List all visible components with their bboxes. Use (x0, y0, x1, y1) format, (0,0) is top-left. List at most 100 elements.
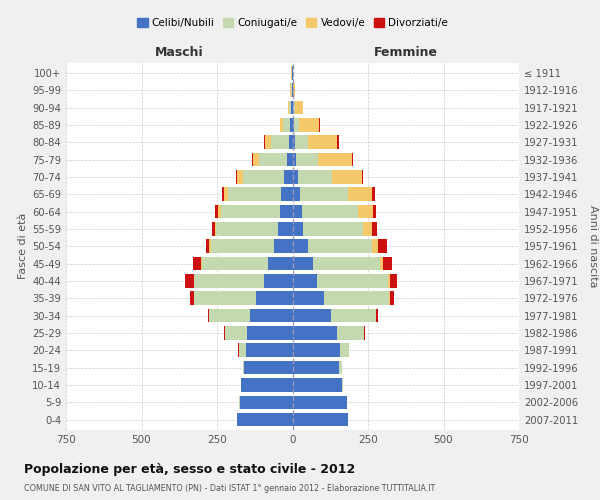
Bar (317, 274, 388, 287)
Y-axis label: Anni di nascita: Anni di nascita (588, 205, 598, 288)
Bar (221, 205, 280, 218)
Bar (299, 118, 319, 132)
Bar (224, 326, 247, 340)
Bar (290, 84, 292, 97)
Bar (293, 222, 304, 235)
Bar (212, 222, 215, 235)
Bar (239, 396, 293, 409)
Bar (291, 101, 293, 114)
Bar (288, 101, 289, 114)
Bar (390, 274, 397, 287)
Bar (236, 170, 237, 183)
Bar (293, 292, 324, 305)
Bar (239, 344, 245, 357)
Bar (372, 222, 377, 235)
Bar (236, 413, 293, 426)
Bar (376, 309, 378, 322)
Bar (253, 153, 259, 166)
Bar (293, 326, 337, 340)
Bar (208, 309, 209, 322)
Bar (292, 84, 293, 97)
Bar (319, 118, 320, 132)
Bar (373, 205, 376, 218)
Bar (295, 101, 303, 114)
Bar (224, 188, 228, 201)
Y-axis label: Fasce di età: Fasce di età (18, 213, 28, 280)
Bar (259, 153, 287, 166)
Bar (364, 326, 365, 340)
Bar (293, 205, 302, 218)
Bar (242, 361, 244, 374)
Bar (241, 378, 293, 392)
Bar (293, 361, 340, 374)
Bar (194, 292, 256, 305)
Bar (206, 240, 209, 253)
Bar (293, 274, 317, 287)
Bar (209, 240, 211, 253)
Bar (298, 170, 332, 183)
Bar (289, 136, 293, 149)
Bar (290, 118, 293, 132)
Bar (293, 118, 294, 132)
Bar (358, 205, 373, 218)
Bar (293, 170, 298, 183)
Bar (295, 136, 308, 149)
Bar (294, 118, 299, 132)
Bar (340, 344, 349, 357)
Bar (293, 153, 296, 166)
Bar (247, 326, 293, 340)
Bar (222, 188, 224, 201)
Bar (293, 413, 349, 426)
Bar (287, 153, 293, 166)
Bar (238, 344, 239, 357)
Bar (304, 222, 363, 235)
Bar (237, 170, 243, 183)
Bar (271, 136, 289, 149)
Bar (337, 136, 339, 149)
Bar (250, 309, 293, 322)
Bar (201, 257, 202, 270)
Text: Femmine: Femmine (374, 46, 438, 59)
Bar (278, 222, 293, 235)
Bar (371, 240, 377, 253)
Bar (256, 292, 293, 305)
Text: Maschi: Maschi (155, 46, 203, 59)
Bar (296, 153, 318, 166)
Bar (362, 170, 364, 183)
Bar (274, 240, 293, 253)
Bar (218, 205, 221, 218)
Text: COMUNE DI SAN VITO AL TAGLIAMENTO (PN) - Dati ISTAT 1° gennaio 2012 - Elaborazio: COMUNE DI SAN VITO AL TAGLIAMENTO (PN) -… (24, 484, 435, 493)
Bar (264, 136, 265, 149)
Bar (202, 257, 268, 270)
Bar (308, 240, 371, 253)
Bar (293, 101, 295, 114)
Bar (313, 257, 380, 270)
Bar (324, 292, 389, 305)
Bar (308, 136, 337, 149)
Bar (389, 292, 390, 305)
Bar (383, 257, 392, 270)
Bar (293, 84, 295, 97)
Bar (340, 361, 342, 374)
Bar (293, 309, 331, 322)
Bar (292, 66, 293, 80)
Bar (281, 188, 293, 201)
Legend: Celibi/Nubili, Coniugati/e, Vedovi/e, Divorziati/e: Celibi/Nubili, Coniugati/e, Vedovi/e, Di… (135, 16, 450, 30)
Bar (215, 222, 216, 235)
Bar (209, 309, 250, 322)
Bar (185, 274, 194, 287)
Bar (388, 274, 390, 287)
Bar (228, 188, 281, 201)
Bar (372, 188, 374, 201)
Bar (293, 378, 343, 392)
Bar (293, 136, 295, 149)
Bar (289, 101, 291, 114)
Bar (293, 396, 347, 409)
Bar (293, 257, 313, 270)
Bar (293, 188, 301, 201)
Bar (215, 205, 218, 218)
Bar (363, 222, 372, 235)
Bar (331, 309, 376, 322)
Bar (283, 118, 290, 132)
Bar (301, 188, 348, 201)
